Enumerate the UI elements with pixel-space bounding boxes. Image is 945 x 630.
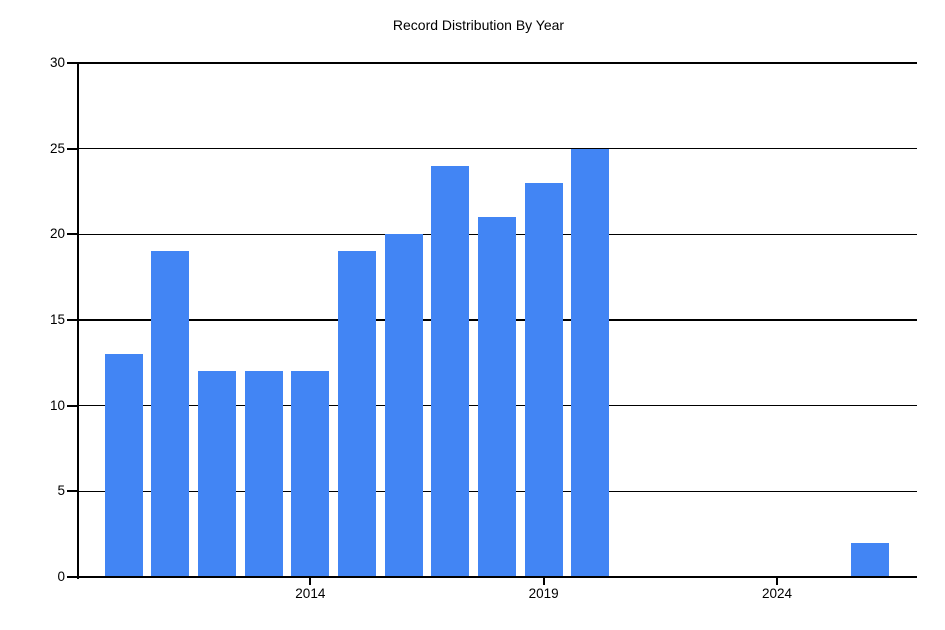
y-tick-label: 20 xyxy=(49,226,65,242)
y-tick xyxy=(67,404,77,407)
bar xyxy=(571,148,610,577)
bar xyxy=(851,542,890,577)
x-tick xyxy=(542,577,545,585)
bar xyxy=(244,371,283,577)
plot-area: 0 5 10 15 20 25 30 2014 2019 2024 xyxy=(50,55,917,601)
y-tick xyxy=(67,319,77,321)
y-tick-label: 15 xyxy=(49,312,65,327)
x-axis-line xyxy=(77,576,917,578)
x-tick-label: 2014 xyxy=(295,586,326,601)
y-tick-label: 30 xyxy=(49,55,65,70)
bar xyxy=(384,234,423,577)
gridline xyxy=(77,62,917,64)
bar xyxy=(291,371,330,577)
x-tick-label: 2019 xyxy=(528,586,559,601)
y-tick xyxy=(67,490,77,493)
y-tick xyxy=(67,233,77,236)
x-tick xyxy=(309,577,312,585)
chart-title: Record Distribution By Year xyxy=(392,17,565,33)
bar xyxy=(338,251,376,577)
x-tick-label: 2024 xyxy=(761,586,793,601)
bar xyxy=(198,371,236,577)
gridline xyxy=(77,147,917,150)
y-tick-label: 0 xyxy=(57,569,65,584)
bar xyxy=(104,354,143,577)
x-tick xyxy=(776,577,778,585)
y-tick xyxy=(67,576,77,578)
bar xyxy=(478,217,516,577)
y-tick-label: 25 xyxy=(49,140,65,156)
y-tick-label: 10 xyxy=(49,397,65,413)
bar xyxy=(151,251,190,577)
bar xyxy=(431,165,470,577)
y-tick-label: 5 xyxy=(57,483,65,499)
y-tick xyxy=(67,62,77,64)
y-axis-line xyxy=(77,63,79,579)
y-tick xyxy=(67,147,77,150)
bar xyxy=(524,182,563,577)
